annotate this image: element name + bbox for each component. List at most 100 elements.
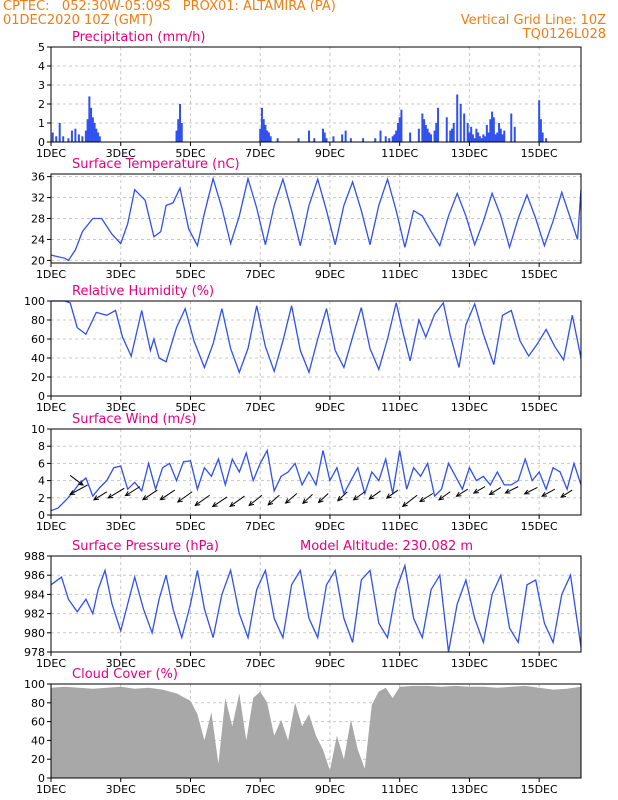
x-tick-label: 9DEC xyxy=(315,268,345,281)
precip-bar xyxy=(84,130,87,142)
precip-bar xyxy=(179,104,182,142)
wind-arrow-shaft xyxy=(160,489,176,501)
x-tick-label: 3DEC xyxy=(106,401,136,414)
wind-arrow xyxy=(267,494,280,506)
wind-arrow-shaft xyxy=(267,494,280,506)
precip-bar xyxy=(349,138,352,142)
y-tick-label: 3 xyxy=(38,79,45,92)
cloud-cover-area xyxy=(51,685,581,778)
precip-bar xyxy=(180,123,183,142)
wind-arrow-head xyxy=(560,492,567,498)
precip-bar xyxy=(470,126,473,142)
x-tick-label: 5DEC xyxy=(175,657,205,670)
wind-arrow xyxy=(472,486,486,494)
x-tick-label: 11DEC xyxy=(381,783,418,796)
header-station-line: CPTEC: 052:30W-05:09S PROX01: ALTAMIRA (… xyxy=(3,0,336,14)
precip-bar xyxy=(480,138,483,142)
x-tick-label: 5DEC xyxy=(175,147,205,160)
wind-arrow-shaft xyxy=(438,491,451,501)
wind-arrow xyxy=(438,491,451,501)
panel-title: Cloud Cover (%) xyxy=(72,667,178,682)
precip-bar xyxy=(177,119,180,142)
precip-bar xyxy=(88,96,91,142)
precip-bar xyxy=(388,138,391,142)
wind-arrow-head xyxy=(385,493,392,499)
panel-temperature: 20 24 28 32 36 1DEC 3DEC 5DEC 7DEC 9DEC 11DEC 13DEC… xyxy=(31,157,582,281)
precip-bar xyxy=(496,132,499,142)
precip-bar xyxy=(456,94,459,142)
precip-bar xyxy=(433,130,436,142)
precip-bar xyxy=(395,130,398,142)
precip-bar xyxy=(374,138,377,142)
precip-bar xyxy=(379,130,382,142)
precip-bar xyxy=(489,119,492,142)
precip-bar xyxy=(435,123,438,142)
precip-bar xyxy=(450,128,453,142)
wind-arrow xyxy=(368,490,381,500)
precip-bar xyxy=(459,104,462,142)
wind-arrow xyxy=(248,494,263,507)
x-tick-label: 13DEC xyxy=(451,783,488,796)
y-tick-label: 6 xyxy=(38,457,45,470)
precip-bar xyxy=(391,136,394,142)
x-tick-label: 1DEC xyxy=(36,520,66,533)
precip-bar xyxy=(393,134,396,142)
y-tick-label: 80 xyxy=(31,314,45,327)
wind-arrow-head xyxy=(211,501,218,508)
panel-title: Relative Humidity (%) xyxy=(72,284,214,299)
wind-arrow-head xyxy=(93,495,100,501)
precip-bar xyxy=(175,130,178,142)
wind-arrow xyxy=(124,486,141,497)
precip-bar xyxy=(545,138,548,142)
precip-bar xyxy=(484,136,487,142)
x-tick-label: 11DEC xyxy=(381,147,418,160)
y-tick-label: 80 xyxy=(31,697,45,710)
x-tick-label: 5DEC xyxy=(175,268,205,281)
model-altitude-label: Model Altitude: 230.082 m xyxy=(300,539,473,554)
wind-arrow-head xyxy=(159,495,166,501)
wind-arrow xyxy=(352,491,366,501)
wind-arrow xyxy=(560,489,573,498)
precip-bar xyxy=(538,100,541,142)
precip-bar xyxy=(498,123,501,142)
precip-bar xyxy=(510,113,513,142)
x-tick-label: 15DEC xyxy=(521,783,558,796)
x-tick-label: 3DEC xyxy=(106,783,136,796)
panel-frame xyxy=(50,555,582,653)
panel-title: Surface Temperature (nC) xyxy=(72,157,240,172)
wind-arrow-head xyxy=(472,488,479,494)
wind-arrow-shaft xyxy=(419,493,434,502)
wind-arrow-shaft xyxy=(541,488,556,497)
precip-bar xyxy=(325,138,328,142)
precip-bar xyxy=(51,132,54,142)
wind-arrow xyxy=(69,475,84,486)
precip-bar xyxy=(91,117,94,142)
wind-arrow-shaft xyxy=(505,486,519,494)
y-tick-label: 32 xyxy=(31,192,45,205)
wind-arrow-head xyxy=(77,480,84,486)
wind-arrow-shaft xyxy=(69,475,84,486)
precip-bar xyxy=(417,128,420,142)
precip-bar xyxy=(259,128,262,142)
wind-arrow-head xyxy=(176,497,183,503)
wind-arrow-head xyxy=(523,489,530,495)
y-tick-label: 4 xyxy=(38,60,45,73)
x-tick-label: 7DEC xyxy=(245,147,275,160)
y-tick-label: 20 xyxy=(31,254,45,267)
precip-bar xyxy=(445,117,448,142)
y-tick-label: 100 xyxy=(24,295,45,308)
panel-frame xyxy=(50,46,582,143)
wind-arrow-head xyxy=(455,491,462,497)
y-tick-label: 986 xyxy=(24,569,45,582)
panel-cloud: 0 20 40 60 80 100 1DEC 3DEC 5DEC 7DEC 9DEC 11DEC 13D… xyxy=(24,667,582,796)
y-tick-label: 8 xyxy=(38,440,45,453)
x-tick-label: 3DEC xyxy=(106,520,136,533)
x-tick-label: 9DEC xyxy=(315,657,345,670)
x-tick-label: 13DEC xyxy=(451,520,488,533)
header-model-code: TQ0126L028 xyxy=(522,27,606,42)
wind-arrow-head xyxy=(504,488,511,494)
panel-pressure: 978 980 982 984 986 988 1DEC 3DEC 5DEC 7DEC 9DEC 11… xyxy=(24,539,582,670)
y-tick-label: 0 xyxy=(38,772,45,785)
wind-arrow-head xyxy=(194,500,201,507)
precip-bar xyxy=(485,124,488,142)
